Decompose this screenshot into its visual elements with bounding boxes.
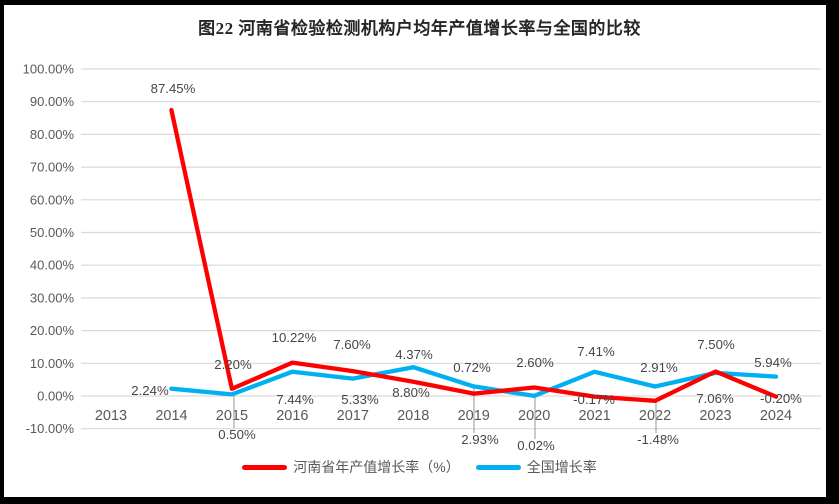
svg-text:2021: 2021 — [578, 408, 610, 424]
legend-item-national: 全国增长率 — [475, 457, 597, 477]
svg-text:2017: 2017 — [337, 408, 369, 424]
svg-text:50.00%: 50.00% — [30, 225, 75, 240]
svg-text:8.80%: 8.80% — [392, 385, 430, 400]
legend-line-swatch-blue — [475, 464, 521, 470]
svg-text:100.00%: 100.00% — [23, 62, 75, 77]
svg-text:70.00%: 70.00% — [30, 160, 75, 175]
svg-text:7.44%: 7.44% — [276, 392, 314, 407]
svg-text:5.33%: 5.33% — [341, 392, 379, 407]
svg-text:2013: 2013 — [95, 408, 127, 424]
svg-text:2024: 2024 — [760, 408, 792, 424]
svg-text:2016: 2016 — [276, 408, 308, 424]
svg-text:5.94%: 5.94% — [754, 355, 792, 370]
legend-line-swatch-red — [242, 464, 288, 470]
svg-text:-10.00%: -10.00% — [26, 421, 75, 436]
svg-text:30.00%: 30.00% — [30, 290, 75, 305]
svg-text:20.00%: 20.00% — [30, 323, 75, 338]
svg-text:0.50%: 0.50% — [218, 427, 256, 442]
svg-text:2.91%: 2.91% — [640, 360, 678, 375]
svg-text:2020: 2020 — [518, 408, 550, 424]
legend-label-henan: 河南省年产值增长率（%） — [293, 459, 460, 475]
svg-text:4.37%: 4.37% — [395, 347, 433, 362]
svg-text:-0.17%: -0.17% — [573, 392, 615, 407]
svg-text:90.00%: 90.00% — [30, 94, 75, 109]
svg-text:7.41%: 7.41% — [577, 344, 615, 359]
legend-item-henan: 河南省年产值增长率（%） — [242, 457, 460, 477]
svg-text:2022: 2022 — [639, 408, 671, 424]
frame-border-bottom — [0, 497, 839, 504]
chart-title: 图22 河南省检验检测机构户均年产值增长率与全国的比较 — [198, 19, 641, 38]
svg-text:80.00%: 80.00% — [30, 127, 75, 142]
frame-border-left — [0, 0, 4, 504]
svg-text:-1.48%: -1.48% — [637, 432, 679, 447]
frame-border-right — [826, 0, 839, 504]
svg-text:10.22%: 10.22% — [272, 330, 317, 345]
svg-text:2.24%: 2.24% — [131, 383, 169, 398]
svg-text:87.45%: 87.45% — [151, 81, 196, 96]
svg-text:40.00%: 40.00% — [30, 258, 75, 273]
svg-text:2018: 2018 — [397, 408, 429, 424]
svg-text:2.93%: 2.93% — [461, 432, 499, 447]
svg-text:2.60%: 2.60% — [516, 355, 554, 370]
svg-text:10.00%: 10.00% — [30, 356, 75, 371]
svg-text:0.00%: 0.00% — [37, 389, 74, 404]
legend-label-national: 全国增长率 — [526, 459, 597, 475]
svg-text:2015: 2015 — [216, 408, 248, 424]
frame-border-top — [0, 0, 839, 5]
legend: 河南省年产值增长率（%） 全国增长率 — [0, 457, 839, 477]
svg-text:2023: 2023 — [699, 408, 731, 424]
svg-text:0.02%: 0.02% — [517, 438, 555, 453]
svg-text:2014: 2014 — [155, 408, 187, 424]
svg-text:-0.20%: -0.20% — [760, 391, 802, 406]
svg-text:2.20%: 2.20% — [214, 357, 252, 372]
svg-text:7.60%: 7.60% — [333, 337, 371, 352]
svg-text:0.72%: 0.72% — [453, 360, 491, 375]
svg-text:7.06%: 7.06% — [696, 391, 734, 406]
svg-text:7.50%: 7.50% — [697, 337, 735, 352]
svg-text:60.00%: 60.00% — [30, 192, 75, 207]
